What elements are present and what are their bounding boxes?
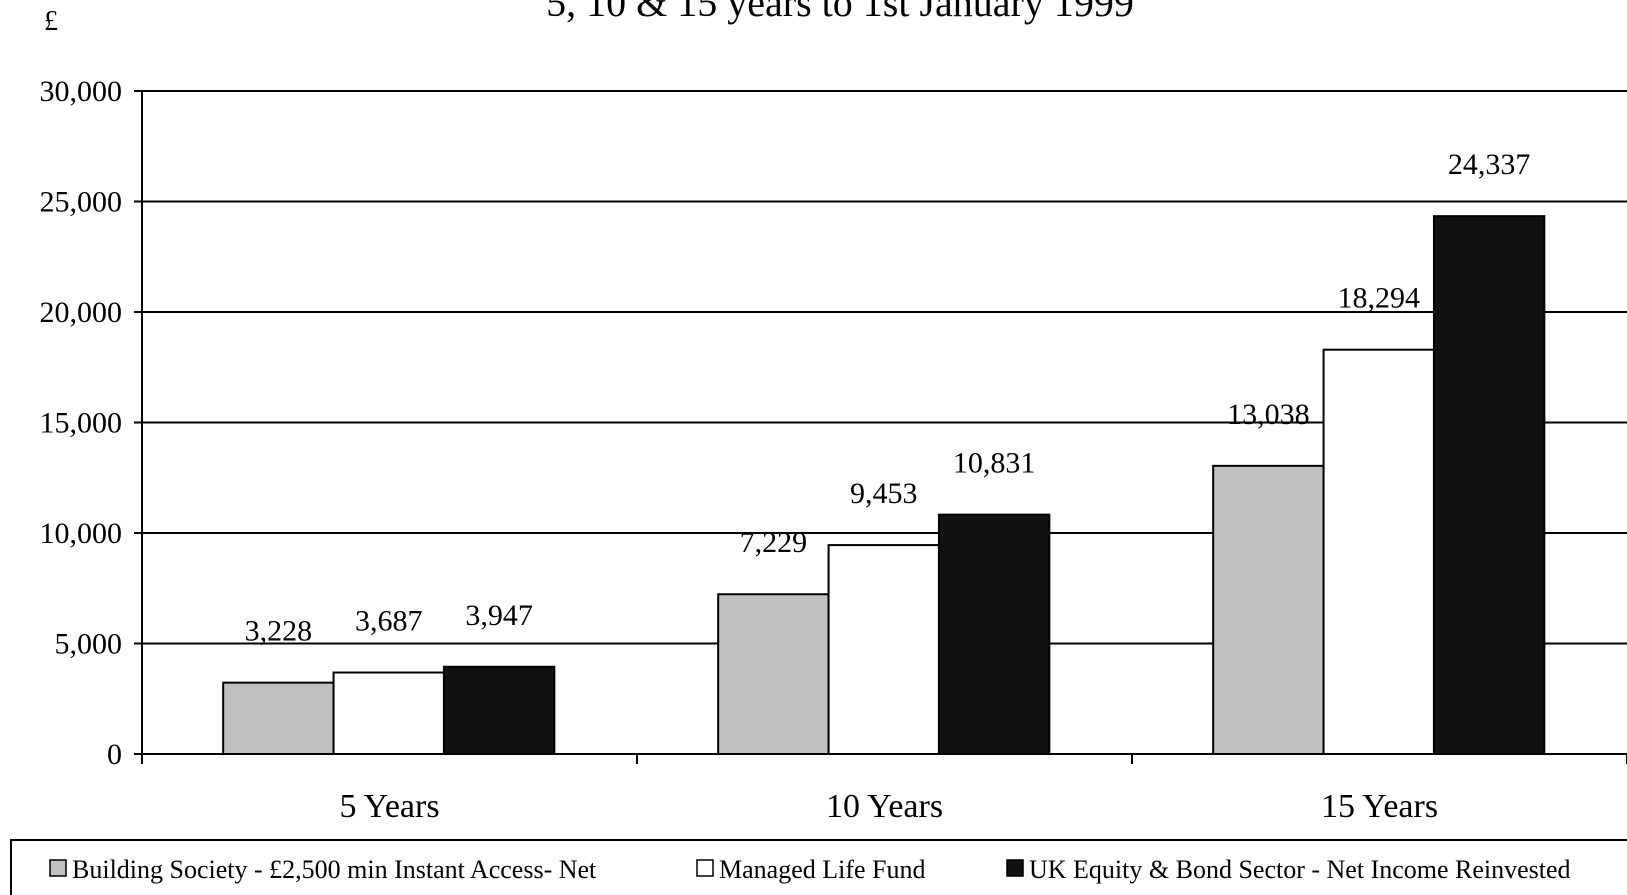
value-label: 9,453 [850, 477, 918, 510]
y-tick-label: 10,000 [40, 517, 123, 550]
y-tick-label: 15,000 [40, 407, 123, 440]
bar [717, 593, 830, 755]
legend-swatch [696, 859, 714, 877]
legend-label: Managed Life Fund [719, 855, 926, 884]
bar [1322, 348, 1435, 755]
bar [332, 671, 445, 755]
bar [827, 544, 940, 755]
legend-label: Building Society - £2,500 min Instant Ac… [72, 855, 597, 884]
value-label: 7,229 [740, 526, 808, 559]
value-label: 3,947 [465, 599, 533, 632]
legend-swatch [1006, 859, 1024, 877]
value-label: 3,687 [355, 605, 423, 638]
bar [1432, 215, 1546, 756]
y-tick-label: 0 [107, 738, 122, 771]
y-tick-label: 20,000 [40, 296, 123, 329]
bar [222, 681, 335, 755]
legend-label: UK Equity & Bond Sector - Net Income Rei… [1029, 855, 1571, 884]
value-label: 13,038 [1227, 398, 1310, 431]
value-label: 10,831 [953, 447, 1036, 480]
bar [1212, 464, 1325, 755]
x-tick-label: 10 Years [826, 788, 943, 825]
bar [442, 665, 556, 755]
value-label: 24,337 [1448, 148, 1531, 181]
bar [937, 513, 1051, 755]
x-tick-label: 5 Years [339, 788, 439, 825]
y-tick-label: 25,000 [40, 186, 123, 219]
value-label: 3,228 [245, 615, 313, 648]
value-label: 18,294 [1338, 282, 1421, 315]
y-axis-label: £ [44, 6, 58, 37]
y-tick-label: 5,000 [55, 628, 123, 661]
x-tick-label: 15 Years [1321, 788, 1438, 825]
chart-title: 5, 10 & 15 years to 1st January 1999 [546, 0, 1134, 25]
legend-swatch [49, 859, 67, 877]
legend-box [10, 839, 1627, 895]
y-tick-label: 30,000 [40, 75, 123, 108]
